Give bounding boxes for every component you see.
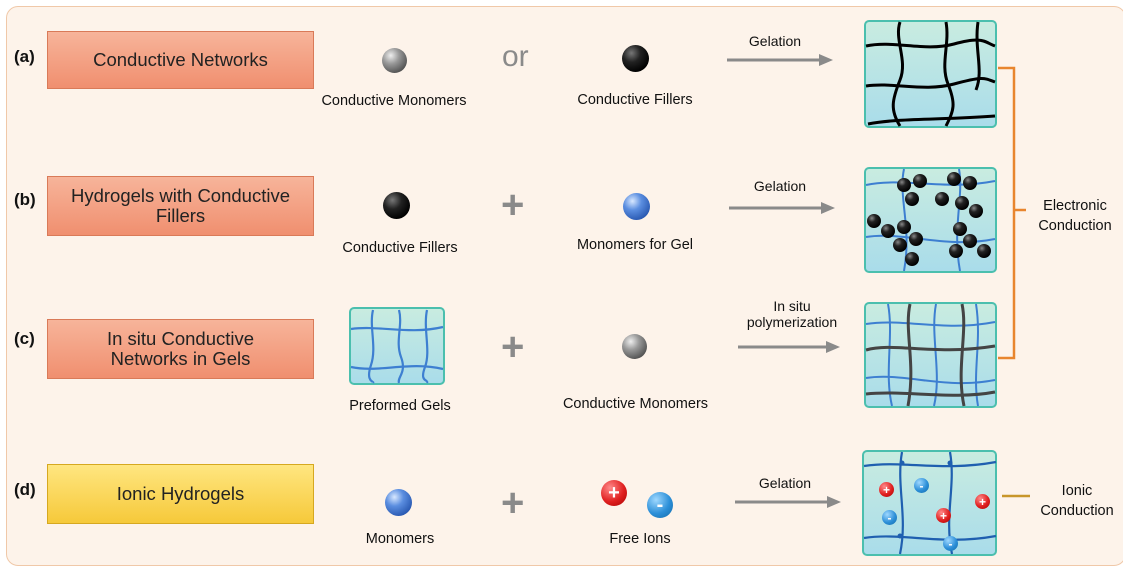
category-box-ionic-hydrogels: Ionic Hydrogels — [47, 464, 314, 524]
operator-or: or — [502, 40, 529, 73]
electronic-conduction-bracket — [998, 66, 1026, 360]
process-label-line: In situ — [773, 298, 811, 314]
in-situ-network-gel-icon — [864, 302, 997, 408]
operator-plus: + — [501, 481, 525, 525]
caption-conductive-monomers: Conductive Monomers — [321, 93, 467, 109]
positive-ion-icon: + — [936, 508, 951, 523]
category-box-line: Ionic Hydrogels — [116, 483, 245, 504]
caption-monomers: Monomers — [365, 531, 435, 547]
category-box-line: In situ Conductive — [106, 328, 255, 349]
category-box-in-situ-networks: In situ Conductive Networks in Gels — [47, 319, 314, 379]
category-box-line: Networks in Gels — [110, 348, 251, 369]
process-label-in-situ-polymerization: In situ polymerization — [732, 298, 852, 330]
process-label-gelation: Gelation — [753, 178, 807, 194]
row-label-a: (a) — [14, 47, 35, 66]
caption-conductive-fillers: Conductive Fillers — [342, 240, 458, 256]
caption-free-ions: Free Ions — [609, 531, 671, 547]
caption-monomers-for-gel: Monomers for Gel — [576, 237, 694, 253]
caption-conductive-monomers: Conductive Monomers — [562, 396, 709, 412]
negative-ion-icon: - — [943, 536, 958, 551]
conductive-monomer-ball-icon — [622, 334, 647, 359]
row-label-b: (b) — [14, 190, 36, 209]
arrow-icon — [727, 54, 833, 66]
electronic-conduction-label: Electronic Conduction — [1030, 196, 1120, 236]
operator-plus: + — [501, 325, 525, 369]
gel-with-fillers-icon — [864, 167, 997, 273]
caption-preformed-gels: Preformed Gels — [349, 398, 451, 414]
ionic-conduction-label: Ionic Conduction — [1034, 481, 1120, 521]
conductive-filler-ball-icon — [622, 45, 649, 72]
category-box-conductive-networks: Conductive Networks — [47, 31, 314, 89]
process-label-gelation: Gelation — [748, 33, 802, 49]
negative-ion-icon: - — [647, 492, 673, 518]
conductive-network-gel-icon — [864, 20, 997, 128]
positive-ion-icon: + — [975, 494, 990, 509]
label-line: Ionic — [1061, 483, 1093, 499]
label-line: Conduction — [1038, 218, 1112, 234]
gel-monomer-ball-icon — [623, 193, 650, 220]
positive-ion-icon: + — [879, 482, 894, 497]
positive-ion-icon: + — [601, 480, 627, 506]
caption-conductive-fillers: Conductive Fillers — [577, 92, 693, 108]
label-line: Conduction — [1040, 503, 1114, 519]
category-box-line: Conductive Networks — [93, 49, 268, 70]
conductive-filler-ball-icon — [383, 192, 410, 219]
arrow-icon — [729, 202, 835, 214]
arrow-icon — [738, 341, 840, 353]
preformed-gel-icon — [349, 307, 445, 385]
conductive-monomer-ball-icon — [382, 48, 407, 73]
operator-plus: + — [501, 183, 525, 227]
row-label-d: (d) — [14, 480, 36, 499]
process-label-line: polymerization — [746, 314, 838, 330]
ionic-hydrogel-icon — [862, 450, 997, 556]
negative-ion-icon: - — [914, 478, 929, 493]
arrow-icon — [735, 496, 841, 508]
label-line: Electronic — [1043, 198, 1107, 214]
monomer-ball-icon — [385, 489, 412, 516]
process-label-gelation: Gelation — [758, 475, 812, 491]
category-box-hydrogels-fillers: Hydrogels with Conductive Fillers — [47, 176, 314, 236]
row-label-c: (c) — [14, 329, 35, 348]
category-box-line: Fillers — [155, 205, 206, 226]
category-box-line: Hydrogels with Conductive — [70, 185, 291, 206]
ionic-conduction-connector — [1002, 494, 1030, 498]
negative-ion-icon: - — [882, 510, 897, 525]
